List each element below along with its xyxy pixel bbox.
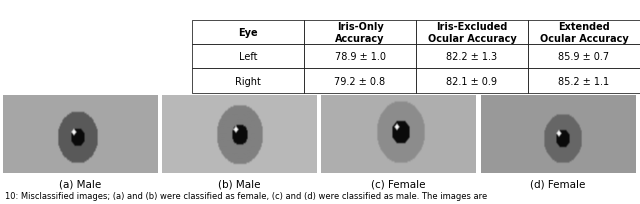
Text: (b) Male: (b) Male <box>218 179 260 188</box>
Text: (d) Female: (d) Female <box>531 179 586 188</box>
Text: (c) Female: (c) Female <box>371 179 426 188</box>
Text: 10: Misclassified images; (a) and (b) were classified as female, (c) and (d) wer: 10: Misclassified images; (a) and (b) we… <box>5 191 488 200</box>
Text: (a) Male: (a) Male <box>59 179 101 188</box>
